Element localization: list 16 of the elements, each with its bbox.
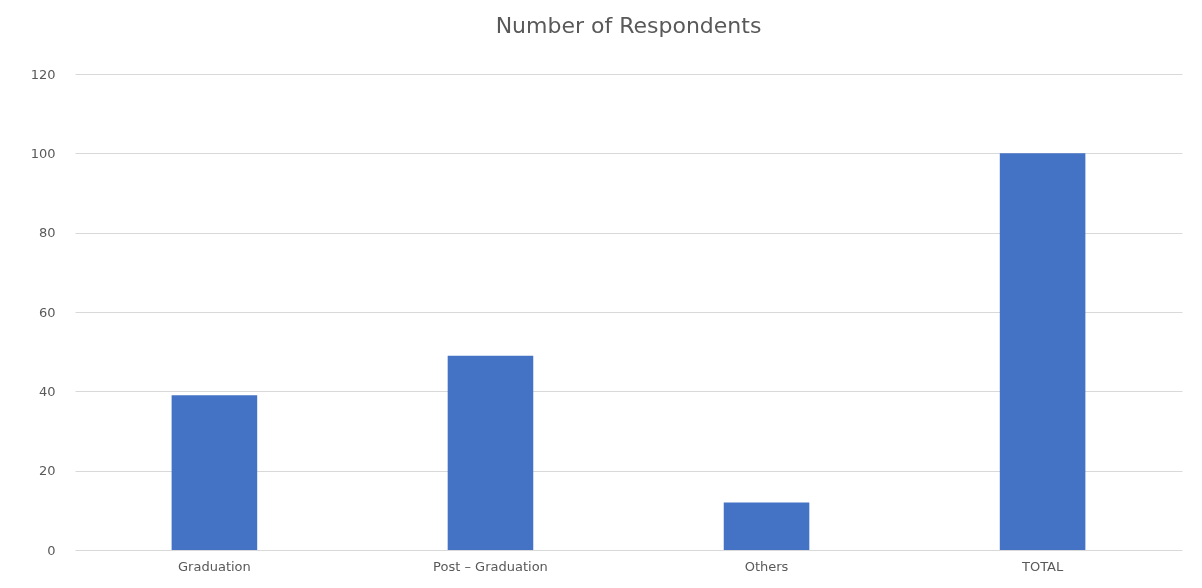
y-tick-label: 80 <box>38 225 56 241</box>
x-tick-label: Post – Graduation <box>433 558 548 574</box>
y-tick-label: 60 <box>38 304 56 320</box>
bar <box>723 502 810 550</box>
x-tick-label: Others <box>744 558 789 574</box>
bar <box>447 355 534 550</box>
y-tick-label: 40 <box>38 383 56 399</box>
bar <box>171 395 258 550</box>
chart-title: Number of Respondents <box>495 13 762 38</box>
y-tick-label: 20 <box>38 463 56 479</box>
x-tick-label: Graduation <box>178 558 251 574</box>
y-tick-label: 100 <box>30 145 56 161</box>
bar <box>999 153 1086 550</box>
y-tick-label: 0 <box>47 542 56 558</box>
y-tick-label: 120 <box>30 66 56 82</box>
x-tick-label: TOTAL <box>1020 558 1064 574</box>
